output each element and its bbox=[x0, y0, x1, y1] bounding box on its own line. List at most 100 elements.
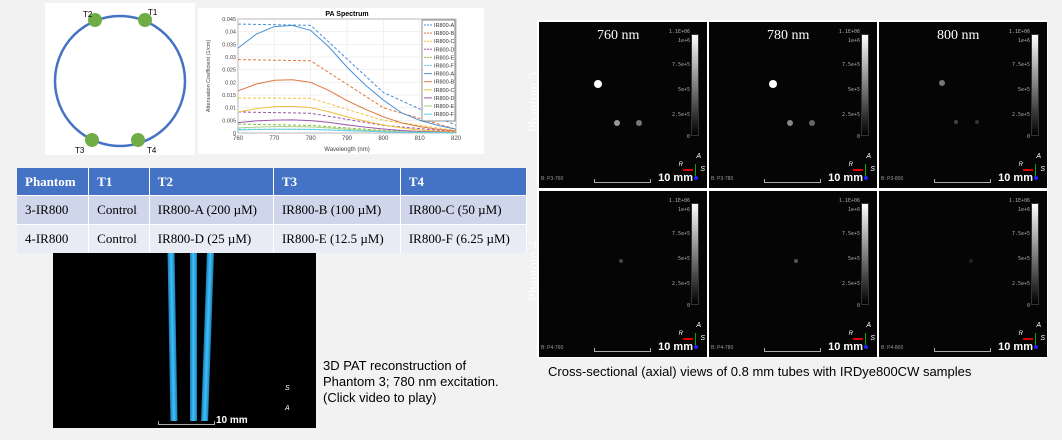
axis-r-label: R bbox=[848, 162, 853, 168]
tube-cross-section bbox=[969, 259, 973, 263]
axis-s-label: S bbox=[285, 385, 290, 392]
colorbar-tick: 1e+6 bbox=[847, 38, 860, 44]
colorbar-tick: 5e+5 bbox=[677, 87, 690, 93]
colorbar-tick: 1.1E+06 bbox=[668, 29, 690, 35]
scale-label: 10 mm bbox=[658, 341, 693, 353]
colorbar-tick: 1.1E+06 bbox=[1008, 29, 1030, 35]
label-t4: T4 bbox=[147, 146, 157, 155]
scale-label: 10 mm bbox=[658, 172, 693, 184]
legend-entry: IR800-A bbox=[434, 72, 455, 78]
tube-t1-marker bbox=[138, 13, 152, 27]
series-line-IR800-A-dashed bbox=[237, 23, 457, 126]
legend-entry: IR800-A bbox=[434, 23, 455, 29]
phantom-table: Phantom T1 T2 T3 T4 3-IR800 Control IR800-A (2… bbox=[17, 168, 528, 253]
wavelength-label: 800 nm bbox=[937, 28, 980, 43]
tube-cross-section bbox=[954, 120, 958, 124]
colorbar-tick: 5e+5 bbox=[677, 256, 690, 262]
legend-entry: IR800-C bbox=[434, 39, 455, 45]
scale-ruler bbox=[934, 348, 991, 352]
scale-ruler bbox=[158, 421, 215, 425]
legend-entry: IR800-B bbox=[434, 80, 455, 86]
colorbar-tick: 5e+5 bbox=[847, 256, 860, 262]
legend-entry: IR800-D bbox=[434, 47, 455, 53]
scale-ruler bbox=[594, 179, 651, 183]
legend-entry: IR800-F bbox=[434, 112, 455, 118]
series-line-IR800-F-solid bbox=[237, 128, 456, 134]
view-label: B: P3-800 bbox=[881, 176, 904, 182]
view-label: B: P4-780 bbox=[711, 345, 734, 351]
colorbar-tick: 1e+6 bbox=[677, 38, 690, 44]
y-tick-label: 0.03 bbox=[225, 55, 236, 61]
colorbar-tick: 1e+6 bbox=[677, 207, 690, 213]
colorbar bbox=[1031, 203, 1039, 305]
colorbar-tick: 7.5e+5 bbox=[1011, 62, 1030, 68]
legend-entry: IR800-D bbox=[434, 96, 455, 102]
scale-label: 10 mm bbox=[828, 341, 863, 353]
y-tick-label: 0.025 bbox=[222, 68, 236, 74]
series-line-IR800-C-dashed bbox=[237, 97, 457, 131]
axial-view-phantom-3-780nm: 780 nm 1.1E+06 1e+6 7.5e+5 5e+5 2.5e+5 0 B: P3-… bbox=[709, 22, 877, 188]
colorbar-tick: 0 bbox=[856, 303, 860, 309]
tube-cross-section bbox=[636, 120, 642, 126]
colorbar-tick: 7.5e+5 bbox=[841, 231, 860, 237]
colorbar-tick: 2.5e+5 bbox=[671, 112, 690, 118]
y-tick-label: 0.015 bbox=[222, 93, 236, 99]
tube-cross-section bbox=[939, 80, 945, 86]
axis-s-label: S bbox=[700, 335, 705, 342]
scale-label: 10 mm bbox=[828, 172, 863, 184]
y-tick-label: 0.02 bbox=[225, 80, 236, 86]
legend-entry: IR800-E bbox=[434, 104, 455, 110]
tube-cross-section bbox=[975, 120, 979, 124]
table-row: 4-IR800 Control IR800-D (25 µM) IR800-E (12… bbox=[17, 224, 528, 253]
x-tick-label: 800 bbox=[378, 136, 389, 142]
y-tick-label: 0.045 bbox=[222, 17, 236, 23]
view-label: B: P3-780 bbox=[711, 176, 734, 182]
colorbar bbox=[1031, 34, 1039, 136]
axial-views-panel: 760 nm Phantom 3 1.1E+06 1e+6 7.5e+5 5e+5 2.5e… bbox=[527, 20, 1048, 358]
axial-view-phantom-4-800nm: 1.1E+06 1e+6 7.5e+5 5e+5 2.5e+5 0 B: P4-800 10 … bbox=[879, 191, 1047, 357]
series-line-IR800-C-solid bbox=[237, 105, 457, 133]
3d-reconstruction-video[interactable]: 10 mm S A bbox=[53, 253, 316, 428]
legend-entry: IR800-C bbox=[434, 88, 455, 94]
axis-r-label: R bbox=[848, 331, 853, 337]
series-line-IR800-D-dashed bbox=[237, 111, 457, 133]
axial-view-phantom-4-760nm: Phantom 4 1.1E+06 1e+6 7.5e+5 5e+5 2.5e+5 0 B: … bbox=[527, 191, 707, 357]
colorbar-tick: 5e+5 bbox=[1017, 256, 1030, 262]
colorbar-tick: 1e+6 bbox=[1017, 38, 1030, 44]
view-label: B: P4-760 bbox=[541, 345, 564, 351]
colorbar-tick: 2.5e+5 bbox=[1011, 281, 1030, 287]
colorbar-tick: 1.1E+06 bbox=[838, 29, 860, 35]
colorbar-tick: 5e+5 bbox=[847, 87, 860, 93]
colorbar-tick: 0 bbox=[686, 303, 690, 309]
colorbar-tick: 1.1E+06 bbox=[1008, 198, 1030, 204]
series-line-IR800-B-solid bbox=[237, 79, 457, 132]
tube-cross-section bbox=[809, 120, 815, 126]
colorbar-tick: 1.1E+06 bbox=[668, 198, 690, 204]
colorbar bbox=[861, 203, 869, 305]
x-axis-label: Wavelength (nm) bbox=[324, 147, 369, 153]
y-axis-label: Attenuation Coefficient (1/cm) bbox=[206, 40, 212, 113]
tube-cross-section bbox=[769, 80, 777, 88]
legend-entry: IR800-E bbox=[434, 55, 455, 61]
colorbar-tick: 2.5e+5 bbox=[841, 281, 860, 287]
tube-cross-section bbox=[594, 80, 602, 88]
tube-t4-marker bbox=[131, 133, 145, 147]
axial-view-phantom-3-800nm: 800 nm 1.1E+06 1e+6 7.5e+5 5e+5 2.5e+5 0 B: P3-… bbox=[879, 22, 1047, 188]
axis-s-label: S bbox=[870, 335, 875, 342]
colorbar-tick: 7.5e+5 bbox=[1011, 231, 1030, 237]
scale-label: 10 mm bbox=[216, 415, 248, 426]
chart-title: PA Spectrum bbox=[325, 11, 368, 18]
axis-a-label: A bbox=[696, 153, 701, 160]
axis-r-label: R bbox=[678, 331, 683, 337]
colorbar bbox=[691, 34, 699, 136]
video-caption: 3D PAT reconstruction of Phantom 3; 780 … bbox=[323, 358, 499, 405]
colorbar-tick: 2.5e+5 bbox=[1011, 112, 1030, 118]
axis-a-label: A bbox=[696, 322, 701, 329]
label-t3: T3 bbox=[75, 146, 85, 155]
axis-r-label: R bbox=[1018, 331, 1023, 337]
x-tick-label: 810 bbox=[415, 136, 426, 142]
axis-a-label: A bbox=[866, 322, 871, 329]
x-tick-label: 780 bbox=[306, 136, 317, 142]
axis-s-label: S bbox=[1040, 335, 1045, 342]
col-header: T4 bbox=[400, 168, 528, 196]
